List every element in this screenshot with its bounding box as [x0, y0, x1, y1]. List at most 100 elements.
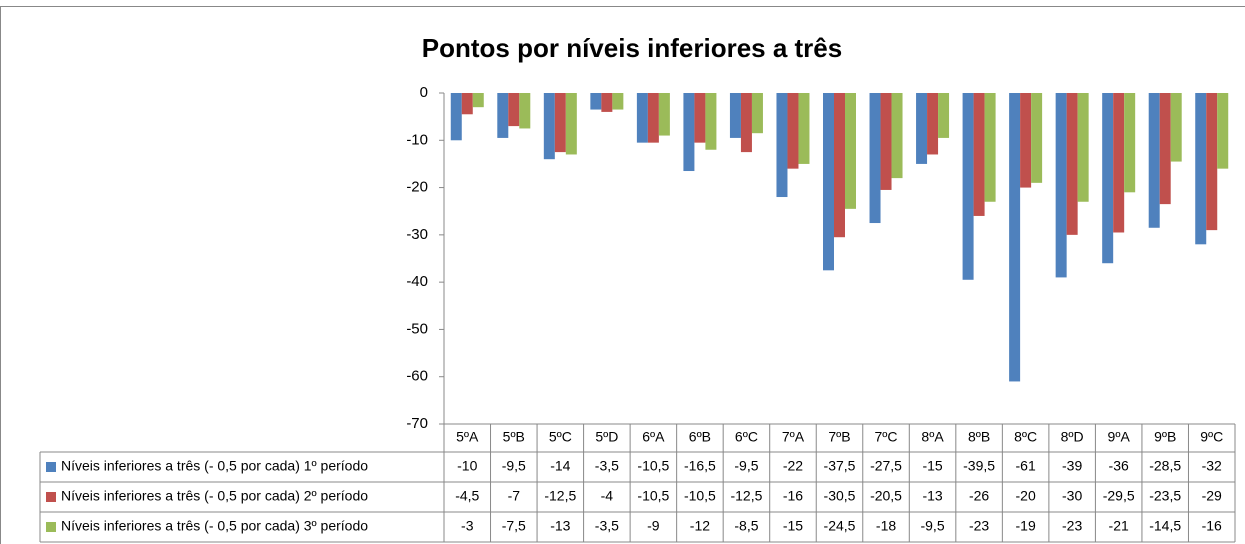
- legend-swatch: [46, 492, 56, 502]
- bar: [1170, 93, 1182, 162]
- table-cell: -3: [461, 518, 474, 534]
- table-cell: -39: [1062, 458, 1082, 474]
- bar: [647, 93, 659, 143]
- bar: [834, 93, 845, 238]
- x-tick-label: 6ºB: [689, 429, 711, 445]
- bar: [1206, 93, 1218, 231]
- table-cell: -9,5: [734, 458, 758, 474]
- bar: [1124, 93, 1136, 193]
- bar: [751, 93, 763, 134]
- table-cell: -14,5: [1149, 518, 1181, 534]
- table-cell: -13: [922, 488, 942, 504]
- bar: [601, 93, 613, 112]
- table-cell: -9,5: [920, 518, 944, 534]
- x-tick-label: 6ºC: [735, 429, 758, 445]
- chart-title: Pontos por níveis inferiores a três: [422, 33, 842, 63]
- legend-swatch: [46, 522, 56, 532]
- table-cell: -10,5: [684, 488, 716, 504]
- bar: [798, 93, 810, 164]
- x-tick-label: 5ºC: [549, 429, 572, 445]
- table-cell: -27,5: [870, 458, 902, 474]
- bar: [705, 93, 717, 150]
- bar: [519, 93, 531, 129]
- x-tick-label: 7ºA: [782, 429, 805, 445]
- x-tick-label: 5ºD: [595, 429, 618, 445]
- table-cell: -7,5: [502, 518, 526, 534]
- table-cell: -30,5: [824, 488, 856, 504]
- x-tick-label: 9ºB: [1154, 429, 1176, 445]
- table-cell: -9: [647, 518, 660, 534]
- bar: [461, 93, 473, 115]
- table-cell: -23,5: [1149, 488, 1181, 504]
- table-cell: -18: [876, 518, 896, 534]
- legend-label: Níveis inferiores a três (- 0,5 por cada…: [61, 488, 368, 504]
- table-cell: -4,5: [455, 488, 479, 504]
- table-cell: -20: [1016, 488, 1036, 504]
- y-tick-label: -60: [406, 368, 428, 385]
- bar: [1077, 93, 1089, 202]
- bar: [984, 93, 996, 202]
- table-cell: -15: [783, 518, 803, 534]
- bar: [1113, 93, 1125, 233]
- bar: [891, 93, 903, 179]
- table-cell: -22: [783, 458, 803, 474]
- table-cell: -9,5: [502, 458, 526, 474]
- x-tick-label: 7ºC: [875, 429, 898, 445]
- table-cell: -30: [1062, 488, 1082, 504]
- table-cell: -28,5: [1149, 458, 1181, 474]
- bar: [1217, 93, 1229, 169]
- table-cell: -36: [1109, 458, 1129, 474]
- bar: [1195, 93, 1207, 245]
- table-cell: -14: [550, 458, 570, 474]
- y-tick-label: 0: [420, 84, 428, 101]
- y-tick-label: -70: [406, 415, 428, 432]
- bar: [1009, 93, 1021, 382]
- bar: [1159, 93, 1171, 205]
- bar: [962, 93, 974, 280]
- bar: [612, 93, 624, 110]
- bar: [1055, 93, 1067, 278]
- bar: [554, 93, 566, 153]
- table-cell: -7: [508, 488, 521, 504]
- table-cell: -29,5: [1103, 488, 1135, 504]
- table-cell: -12,5: [730, 488, 762, 504]
- x-tick-label: 8ºD: [1061, 429, 1084, 445]
- bar: [450, 93, 462, 141]
- table-cell: -21: [1109, 518, 1129, 534]
- bar: [1148, 93, 1160, 228]
- x-tick-label: 9ºA: [1108, 429, 1131, 445]
- bar: [472, 93, 484, 108]
- bar: [1020, 93, 1032, 188]
- table-cell: -13: [550, 518, 570, 534]
- bar: [776, 93, 788, 198]
- table-cell: -39,5: [963, 458, 995, 474]
- bar: [823, 93, 834, 271]
- bar: [1102, 93, 1114, 264]
- bar: [729, 93, 741, 138]
- table-cell: -10: [457, 458, 477, 474]
- bar: [880, 93, 892, 190]
- table-cell: -12,5: [544, 488, 576, 504]
- table-cell: -23: [1062, 518, 1082, 534]
- bar: [683, 93, 695, 172]
- x-tick-label: 9ºC: [1200, 429, 1223, 445]
- bar: [565, 93, 577, 155]
- table-cell: -29: [1202, 488, 1222, 504]
- bar: [543, 93, 555, 160]
- bar: [658, 93, 670, 136]
- x-tick-label: 8ºC: [1014, 429, 1037, 445]
- y-tick-label: -50: [406, 320, 428, 337]
- bar: [927, 93, 939, 155]
- table-cell: -20,5: [870, 488, 902, 504]
- bar: [973, 93, 985, 216]
- table-cell: -12: [690, 518, 710, 534]
- table-cell: -16,5: [684, 458, 716, 474]
- y-tick-label: -40: [406, 273, 428, 290]
- bar: [916, 93, 928, 164]
- bar: [740, 93, 752, 153]
- bar: [1031, 93, 1043, 183]
- table-cell: -32: [1202, 458, 1222, 474]
- table-cell: -16: [783, 488, 803, 504]
- legend-label: Níveis inferiores a três (- 0,5 por cada…: [61, 518, 368, 534]
